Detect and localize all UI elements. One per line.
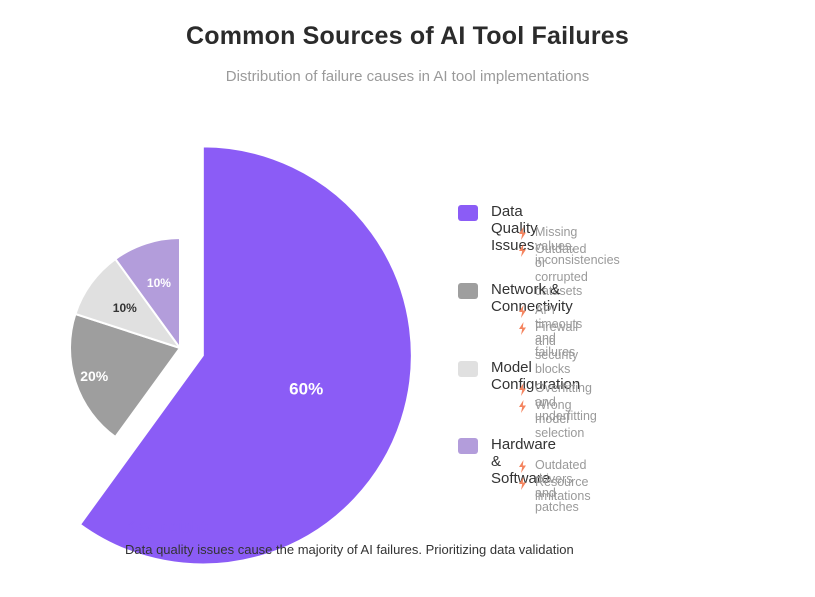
insight-text: Data quality issues cause the majority o…: [125, 542, 574, 557]
lightning-icon: [519, 244, 526, 257]
chart-title: Common Sources of AI Tool Failures: [186, 22, 629, 50]
pie-slice-data-quality: [78, 145, 413, 566]
chart-subtitle: Distribution of failure causes in AI too…: [225, 68, 590, 85]
lightning-icon: [519, 305, 526, 318]
lightning-icon: [519, 227, 526, 240]
lightning-icon: [519, 477, 526, 490]
legend-label: Hardware & Software: [491, 436, 557, 487]
pie-label-hardware: 10%: [147, 276, 171, 290]
legend-label: Data Quality Issues: [491, 203, 538, 254]
lightning-icon: [519, 322, 526, 335]
pie-label-network: 20%: [80, 368, 109, 384]
legend-swatch: [458, 438, 478, 454]
pie-label-data-quality: 60%: [289, 380, 323, 399]
lightning-icon: [519, 460, 526, 473]
legend-swatch: [458, 283, 478, 299]
legend-item-hardware: Hardware & Software Outdated drivers and …: [458, 436, 591, 514]
legend-item-model-config: Model Configuration Overfitting and under…: [458, 359, 597, 440]
legend-item-data-quality: Data Quality Issues Missing values, incon…: [458, 203, 620, 298]
pie-slice-network: [69, 312, 182, 439]
legend-swatch: [458, 205, 478, 221]
insight-heading: Key Insight:: [125, 518, 211, 535]
legend-swatch: [458, 361, 478, 377]
legend-label: Model Configuration: [491, 359, 581, 393]
pie-label-model-config: 10%: [113, 301, 137, 315]
legend-label: Network & Connectivity: [491, 281, 573, 315]
lightning-icon: [519, 400, 526, 413]
pie-slice-hardware: [113, 236, 181, 352]
legend-item-network: Network & Connectivity API timeouts and f…: [458, 281, 582, 376]
lightning-icon: [519, 383, 526, 396]
